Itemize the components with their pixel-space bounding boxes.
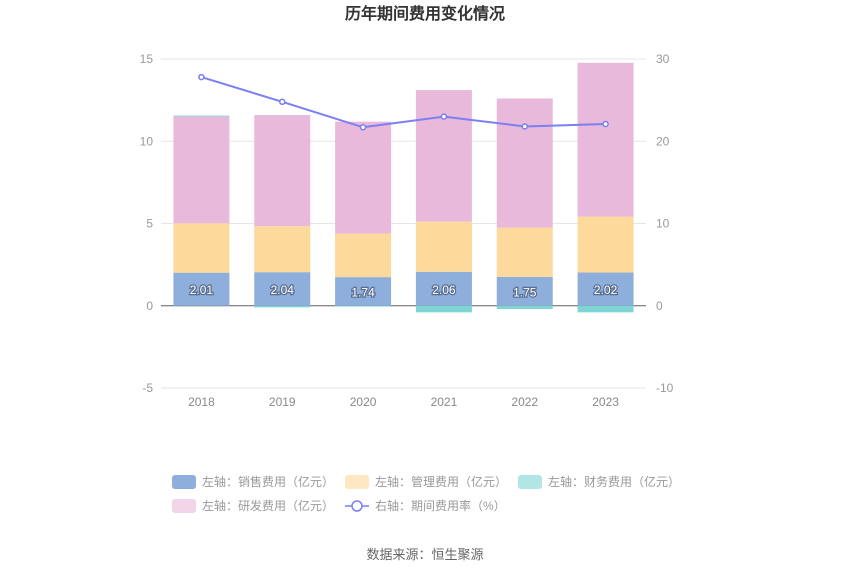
bar-admin[interactable] <box>577 216 634 273</box>
legend-item-rate[interactable]: 右轴：期间费用率（%） <box>345 498 506 513</box>
sales-value-label: 1.74 <box>351 285 375 299</box>
legend-swatch <box>345 475 369 489</box>
bar-sales[interactable] <box>415 271 472 306</box>
category-label: 2018 <box>188 395 215 409</box>
left-tick-label: 0 <box>146 299 153 313</box>
rate-point[interactable] <box>279 98 286 106</box>
category-label: 2019 <box>269 395 296 409</box>
sales-value-label: 1.75 <box>513 285 537 299</box>
left-tick-label: 10 <box>140 134 154 148</box>
bar-rd[interactable] <box>415 90 472 222</box>
legend-swatch <box>518 475 542 489</box>
rate-point[interactable] <box>521 123 528 130</box>
bar-rd[interactable] <box>254 115 311 227</box>
bar-admin[interactable] <box>496 227 553 277</box>
legend-item-admin[interactable]: 左轴：管理费用（亿元） <box>345 474 507 489</box>
bar-admin[interactable] <box>415 221 472 272</box>
bar-finance[interactable] <box>335 305 392 307</box>
bar-finance[interactable] <box>173 115 230 117</box>
x-axis: 2018 2019 2020 2021 2022 2023 <box>188 395 619 409</box>
bar-admin[interactable] <box>173 223 230 273</box>
legend-item-sales[interactable]: 左轴：销售费用（亿元） <box>172 474 334 489</box>
sales-value-label: 2.01 <box>190 283 214 297</box>
chart-title: 历年期间费用变化情况 <box>345 4 505 23</box>
rate-point[interactable] <box>602 120 609 128</box>
right-axis: 30 20 10 0 -10 <box>656 52 674 395</box>
bar-sales[interactable] <box>254 272 311 306</box>
category-label: 2022 <box>511 395 538 409</box>
bars: 2.01 2.04 1.74 2.06 1.75 2.02 <box>173 62 634 313</box>
sales-value-label: 2.04 <box>271 283 295 297</box>
left-axis: 15 10 5 0 -5 <box>140 52 154 395</box>
category-label: 2021 <box>431 395 458 409</box>
right-tick-label: 30 <box>656 52 670 66</box>
left-tick-label: 15 <box>140 52 154 66</box>
rate-point[interactable] <box>198 73 205 81</box>
legend-swatch <box>172 499 196 513</box>
legend-label: 右轴：期间费用率（%） <box>375 498 506 513</box>
rate-polyline <box>201 76 606 129</box>
legend-item-finance[interactable]: 左轴：财务费用（亿元） <box>518 474 680 489</box>
bar-admin[interactable] <box>254 226 311 273</box>
bar-sales[interactable] <box>335 277 392 306</box>
bar-finance[interactable] <box>577 305 634 313</box>
right-tick-label: 20 <box>656 134 670 148</box>
bar-finance[interactable] <box>496 305 553 310</box>
bar-finance[interactable] <box>254 305 311 308</box>
grid <box>161 58 646 389</box>
legend-label: 左轴：销售费用（亿元） <box>202 474 334 489</box>
sales-value-label: 2.02 <box>594 283 618 297</box>
right-tick-label: -10 <box>656 381 674 395</box>
rate-point[interactable] <box>440 113 448 120</box>
category-label: 2020 <box>350 395 377 409</box>
legend-item-rd[interactable]: 左轴：研发费用（亿元） <box>172 498 334 513</box>
bar-rd[interactable] <box>335 121 392 234</box>
sales-value-label: 2.06 <box>432 283 456 297</box>
left-tick-label: 5 <box>146 217 153 231</box>
right-tick-label: 10 <box>656 217 670 231</box>
legend-circle-marker <box>351 500 363 512</box>
bar-finance[interactable] <box>415 305 472 313</box>
bar-sales[interactable] <box>577 272 634 306</box>
source-text: 数据来源：恒生聚源 <box>366 547 483 562</box>
rate-point[interactable] <box>359 124 367 131</box>
bar-admin[interactable] <box>335 233 392 278</box>
left-tick-label: -5 <box>142 381 153 395</box>
legend-label: 左轴：管理费用（亿元） <box>375 474 507 489</box>
legend[interactable]: 左轴：销售费用（亿元） 左轴：管理费用（亿元） 左轴：财务费用（亿元） 左轴：研发费用… <box>172 474 680 513</box>
bar-sales[interactable] <box>496 276 553 306</box>
legend-label: 左轴：财务费用（亿元） <box>548 474 680 489</box>
category-label: 2023 <box>592 395 619 409</box>
legend-swatch <box>172 475 196 489</box>
legend-label: 左轴：研发费用（亿元） <box>202 498 334 513</box>
right-tick-label: 0 <box>656 299 663 313</box>
bar-rd[interactable] <box>496 98 553 228</box>
bar-sales[interactable] <box>173 272 230 306</box>
bar-rd[interactable] <box>577 62 634 217</box>
bar-rd[interactable] <box>173 116 230 224</box>
rate-line <box>198 73 609 131</box>
